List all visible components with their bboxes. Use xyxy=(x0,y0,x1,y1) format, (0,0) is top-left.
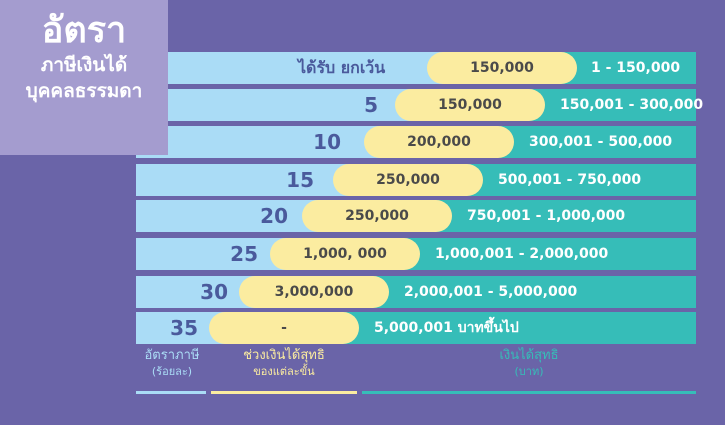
table-row: 10 200,000 300,001 - 500,000 xyxy=(136,126,696,158)
table-row: 5 150,000 150,001 - 300,000 xyxy=(136,89,703,121)
rate-label: 30 xyxy=(200,280,228,304)
table-row: 30 3,000,000 2,000,001 - 5,000,000 xyxy=(136,276,696,308)
rate-label: 10 xyxy=(313,130,341,154)
rate-label: 35 xyxy=(170,316,198,340)
range-label: 500,001 - 750,000 xyxy=(498,172,642,188)
footer-rate: อัตราภาษี (ร้อยละ) xyxy=(136,348,208,380)
table-row: 35 - 5,000,001 บาทขึ้นไป xyxy=(136,312,696,344)
amount-pill: - xyxy=(209,312,359,344)
footer-bracket: ช่วงเงินได้สุทธิ ของแต่ละขั้น xyxy=(211,348,357,380)
amount-pill: 250,000 xyxy=(302,200,452,232)
title-box: อัตรา ภาษีเงินได้ บุคคลธรรมดา xyxy=(0,0,168,155)
table-row: 25 1,000, 000 1,000,001 - 2,000,000 xyxy=(136,238,696,270)
footer-rate-label: อัตราภาษี xyxy=(144,348,200,363)
footer-income: เงินได้สุทธิ (บาท) xyxy=(362,348,696,380)
rate-label: 5 xyxy=(364,93,378,117)
footer-rate-unit: (ร้อยละ) xyxy=(151,365,193,378)
footer-income-unit: (บาท) xyxy=(514,365,544,378)
range-label: 300,001 - 500,000 xyxy=(529,134,673,150)
title-line2: บุคคลธรรมดา xyxy=(25,80,143,102)
amount-pill: 150,000 xyxy=(427,52,577,84)
range-label: 1 - 150,000 xyxy=(591,60,681,76)
footer-bracket-underline xyxy=(211,391,357,394)
rate-label: 20 xyxy=(260,204,288,228)
exempt-label: ได้รับ ยกเว้น xyxy=(298,58,386,77)
range-label: 750,001 - 1,000,000 xyxy=(467,208,626,224)
footer-bracket-label: ช่วงเงินได้สุทธิ xyxy=(243,348,325,363)
range-label: 150,001 - 300,000 xyxy=(560,97,704,113)
rate-label: 25 xyxy=(230,242,258,266)
amount-pill: 3,000,000 xyxy=(239,276,389,308)
range-label: 5,000,001 บาทขึ้นไป xyxy=(374,320,519,336)
table-row: 15 250,000 500,001 - 750,000 xyxy=(136,164,696,196)
title-main: อัตรา xyxy=(41,10,127,51)
range-label: 2,000,001 - 5,000,000 xyxy=(404,284,578,300)
amount-pill: 250,000 xyxy=(333,164,483,196)
amount-pill: 150,000 xyxy=(395,89,545,121)
rate-label: 15 xyxy=(286,168,314,192)
table-row: ได้รับ ยกเว้น 150,000 1 - 150,000 xyxy=(136,52,696,84)
footer-income-underline xyxy=(362,391,696,394)
amount-pill: 200,000 xyxy=(364,126,514,158)
title-line1: ภาษีเงินได้ xyxy=(40,54,128,76)
footer-rate-underline xyxy=(136,391,206,394)
footer-bracket-sub: ของแต่ละขั้น xyxy=(253,365,315,378)
table-row: 20 250,000 750,001 - 1,000,000 xyxy=(136,200,696,232)
amount-pill: 1,000, 000 xyxy=(270,238,420,270)
range-label: 1,000,001 - 2,000,000 xyxy=(435,246,609,262)
footer-income-label: เงินได้สุทธิ xyxy=(499,348,559,363)
